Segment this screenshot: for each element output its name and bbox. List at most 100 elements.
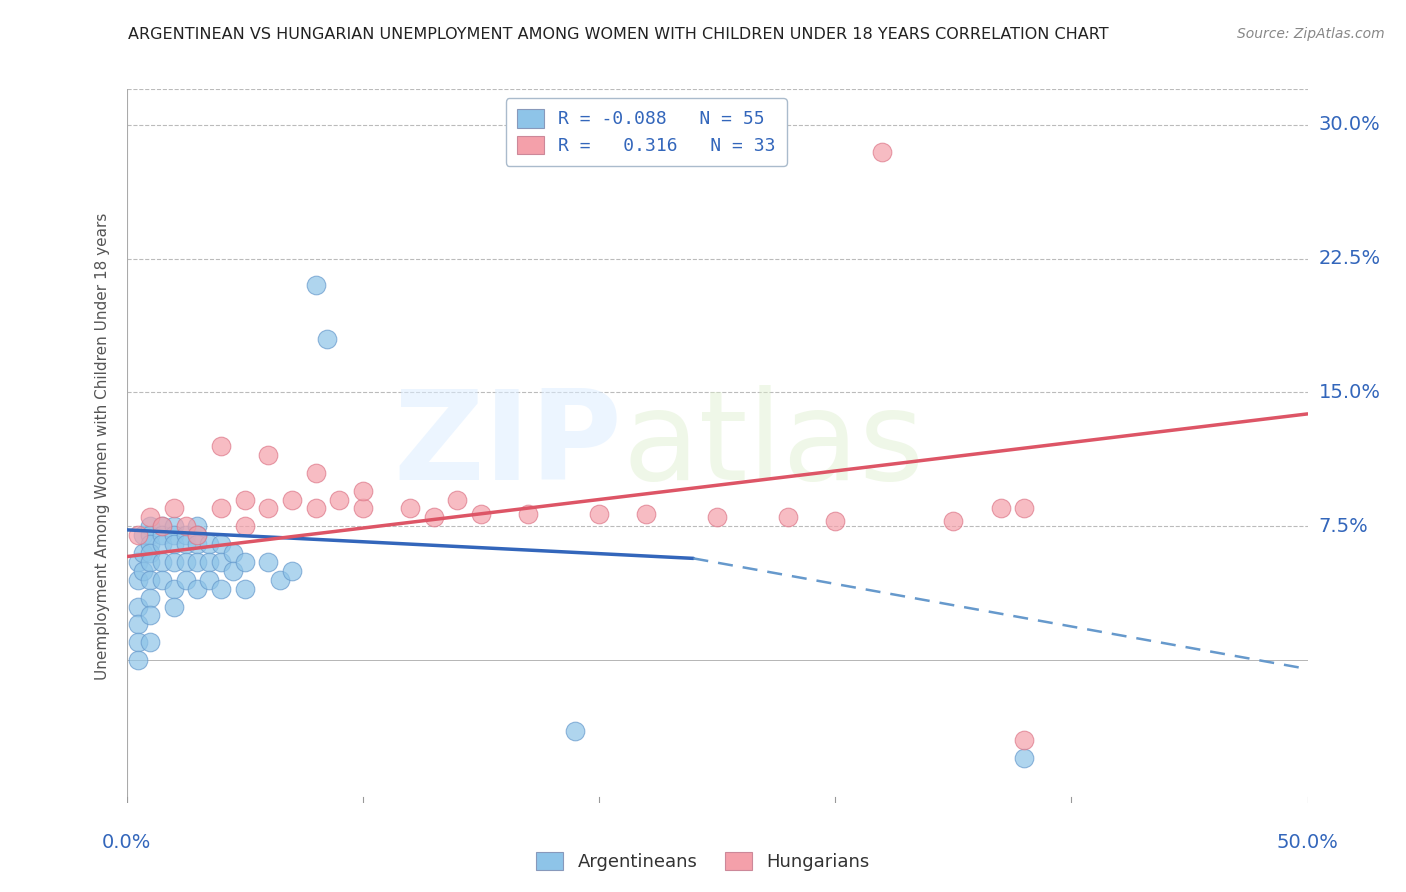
- Point: [163, 582, 186, 596]
- Text: 0.0%: 0.0%: [101, 833, 152, 853]
- Point: [990, 501, 1012, 516]
- Point: [233, 492, 256, 507]
- Point: [174, 573, 197, 587]
- Text: 30.0%: 30.0%: [1319, 115, 1381, 135]
- Point: [163, 537, 186, 551]
- Point: [517, 507, 540, 521]
- Point: [209, 439, 232, 453]
- Point: [588, 507, 610, 521]
- Point: [209, 537, 232, 551]
- Point: [163, 501, 186, 516]
- Point: [139, 546, 162, 560]
- Point: [186, 555, 208, 569]
- Point: [198, 573, 221, 587]
- Point: [872, 145, 894, 159]
- Point: [127, 573, 149, 587]
- Text: Source: ZipAtlas.com: Source: ZipAtlas.com: [1237, 27, 1385, 41]
- Legend: Argentineans, Hungarians: Argentineans, Hungarians: [529, 845, 877, 879]
- Point: [1012, 751, 1035, 765]
- Point: [150, 537, 173, 551]
- Point: [163, 528, 186, 542]
- Point: [139, 537, 162, 551]
- Point: [446, 492, 468, 507]
- Point: [127, 653, 149, 667]
- Point: [174, 555, 197, 569]
- Point: [163, 555, 186, 569]
- Text: 15.0%: 15.0%: [1319, 383, 1381, 402]
- Point: [706, 510, 728, 524]
- Point: [150, 519, 173, 533]
- Point: [281, 492, 304, 507]
- Point: [209, 555, 232, 569]
- Point: [470, 507, 492, 521]
- Point: [1012, 733, 1035, 747]
- Point: [257, 501, 280, 516]
- Point: [186, 519, 208, 533]
- Text: 50.0%: 50.0%: [1277, 833, 1339, 853]
- Point: [304, 466, 326, 480]
- Text: atlas: atlas: [623, 385, 925, 507]
- Point: [352, 501, 374, 516]
- Point: [269, 573, 291, 587]
- Point: [132, 528, 155, 542]
- Point: [127, 555, 149, 569]
- Point: [174, 519, 197, 533]
- Point: [636, 507, 658, 521]
- Point: [233, 555, 256, 569]
- Y-axis label: Unemployment Among Women with Children Under 18 years: Unemployment Among Women with Children U…: [94, 212, 110, 680]
- Point: [139, 528, 162, 542]
- Point: [163, 599, 186, 614]
- Point: [257, 448, 280, 462]
- Point: [127, 617, 149, 632]
- Point: [209, 582, 232, 596]
- Point: [139, 635, 162, 649]
- Point: [127, 528, 149, 542]
- Legend: R = -0.088   N = 55, R =   0.316   N = 33: R = -0.088 N = 55, R = 0.316 N = 33: [506, 98, 786, 166]
- Point: [776, 510, 799, 524]
- Point: [127, 635, 149, 649]
- Point: [186, 582, 208, 596]
- Point: [174, 528, 197, 542]
- Point: [127, 599, 149, 614]
- Point: [139, 573, 162, 587]
- Point: [198, 555, 221, 569]
- Point: [186, 537, 208, 551]
- Point: [163, 519, 186, 533]
- Point: [564, 724, 586, 739]
- Point: [222, 564, 245, 578]
- Point: [139, 519, 162, 533]
- Point: [422, 510, 444, 524]
- Point: [150, 519, 173, 533]
- Point: [198, 537, 221, 551]
- Point: [132, 564, 155, 578]
- Text: 7.5%: 7.5%: [1319, 516, 1368, 536]
- Point: [233, 519, 256, 533]
- Point: [824, 514, 846, 528]
- Point: [139, 510, 162, 524]
- Point: [281, 564, 304, 578]
- Point: [257, 555, 280, 569]
- Text: ZIP: ZIP: [394, 385, 623, 507]
- Point: [139, 555, 162, 569]
- Point: [174, 537, 197, 551]
- Point: [304, 501, 326, 516]
- Point: [352, 483, 374, 498]
- Point: [304, 278, 326, 293]
- Point: [233, 582, 256, 596]
- Point: [150, 573, 173, 587]
- Text: 22.5%: 22.5%: [1319, 249, 1381, 268]
- Point: [139, 608, 162, 623]
- Point: [942, 514, 965, 528]
- Point: [222, 546, 245, 560]
- Point: [132, 546, 155, 560]
- Point: [186, 528, 208, 542]
- Point: [150, 528, 173, 542]
- Point: [186, 528, 208, 542]
- Point: [316, 332, 339, 346]
- Point: [328, 492, 350, 507]
- Text: ARGENTINEAN VS HUNGARIAN UNEMPLOYMENT AMONG WOMEN WITH CHILDREN UNDER 18 YEARS C: ARGENTINEAN VS HUNGARIAN UNEMPLOYMENT AM…: [128, 27, 1109, 42]
- Point: [1012, 501, 1035, 516]
- Point: [139, 591, 162, 605]
- Point: [399, 501, 422, 516]
- Point: [209, 501, 232, 516]
